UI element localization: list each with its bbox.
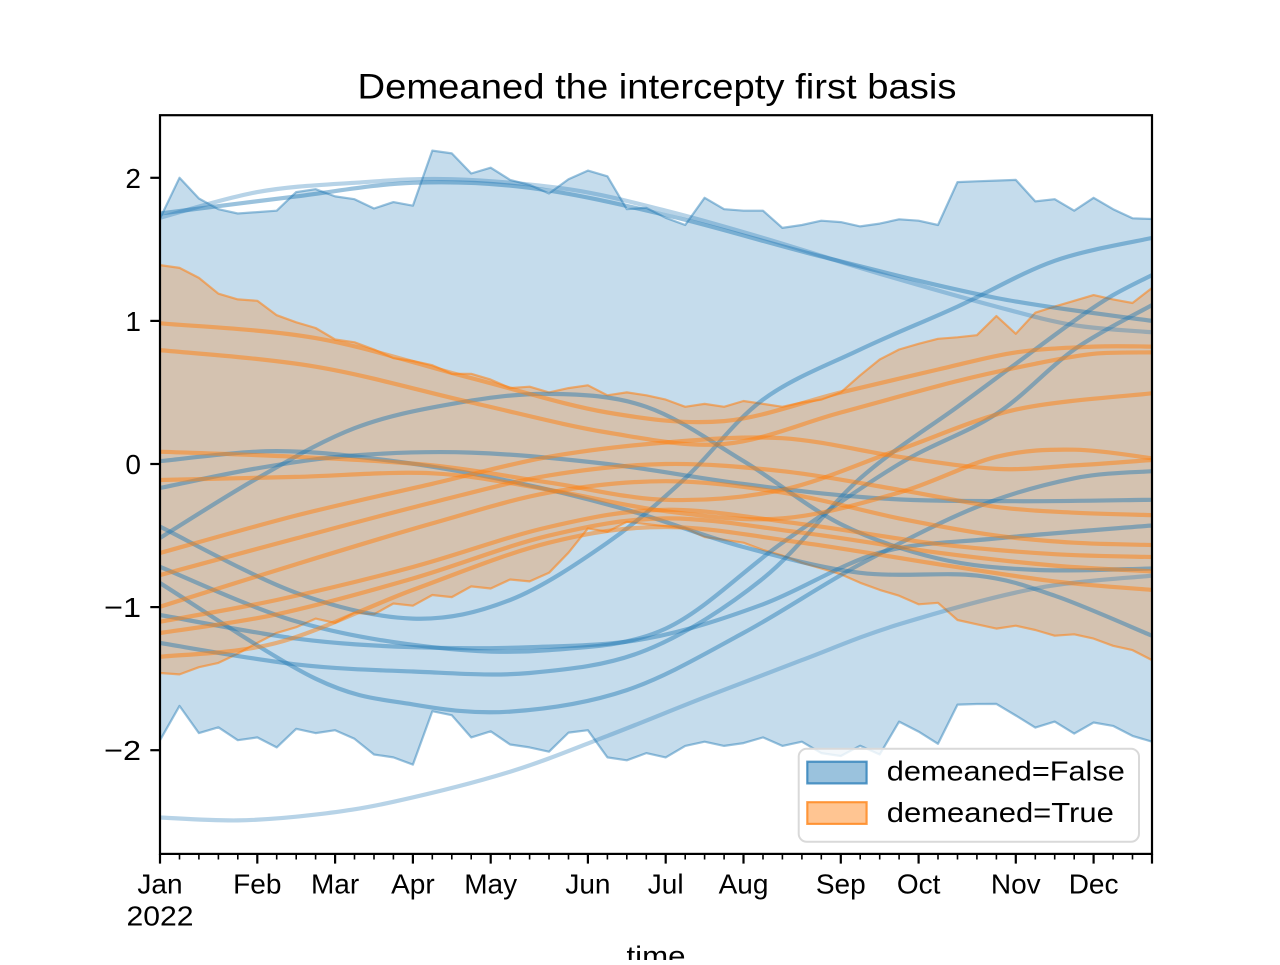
svg-text:−1: −1 [104, 592, 141, 623]
svg-text:Jan: Jan [137, 869, 182, 900]
svg-text:Feb: Feb [233, 869, 281, 900]
svg-text:1: 1 [125, 306, 141, 337]
svg-text:Oct: Oct [897, 869, 941, 900]
svg-text:Dec: Dec [1069, 869, 1119, 900]
svg-text:2022: 2022 [127, 901, 194, 932]
svg-text:Jul: Jul [648, 869, 684, 900]
svg-text:Aug: Aug [719, 869, 769, 900]
svg-text:2: 2 [125, 163, 141, 194]
svg-text:Apr: Apr [391, 869, 435, 900]
svg-text:Sep: Sep [816, 869, 866, 900]
svg-text:Demeaned the intercepty first: Demeaned the intercepty first basis [358, 68, 957, 107]
svg-text:demeaned=True: demeaned=True [887, 797, 1114, 828]
svg-text:Mar: Mar [311, 869, 359, 900]
svg-text:time: time [627, 941, 686, 961]
svg-text:Nov: Nov [991, 869, 1041, 900]
svg-text:demeaned=False: demeaned=False [887, 756, 1125, 787]
svg-text:0: 0 [125, 449, 141, 480]
svg-text:Jun: Jun [565, 869, 610, 900]
svg-text:May: May [464, 869, 517, 900]
svg-text:−2: −2 [104, 735, 141, 766]
